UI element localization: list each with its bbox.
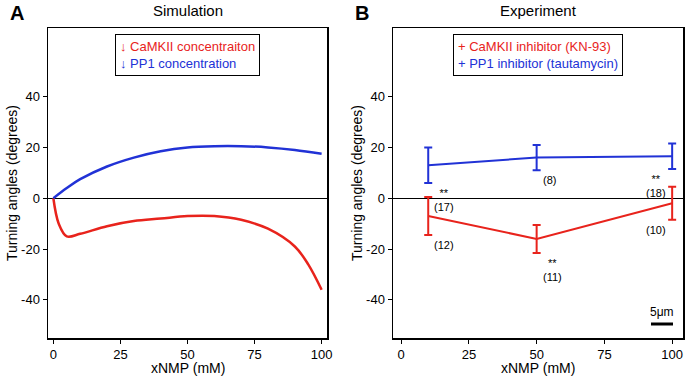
svg-text:B: B [355, 2, 369, 24]
svg-text:xNMP (mM): xNMP (mM) [501, 360, 575, 376]
svg-text:-20: -20 [366, 242, 385, 257]
svg-text:5μm: 5μm [650, 305, 674, 319]
svg-text:Turning angles (degrees): Turning angles (degrees) [349, 105, 365, 261]
svg-text:0: 0 [378, 191, 385, 206]
svg-text:(8): (8) [543, 174, 556, 186]
svg-text:75: 75 [597, 347, 611, 362]
svg-text:0: 0 [398, 347, 405, 362]
svg-text:(10): (10) [646, 224, 666, 236]
svg-text:20: 20 [370, 140, 384, 155]
svg-text:40: 40 [25, 89, 39, 104]
svg-text:75: 75 [247, 347, 261, 362]
svg-text:Experiment: Experiment [500, 2, 577, 19]
svg-text:xNMP (mM): xNMP (mM) [151, 360, 225, 376]
svg-text:-40: -40 [21, 292, 40, 307]
svg-text:-20: -20 [21, 242, 40, 257]
svg-text:(12): (12) [434, 239, 454, 251]
svg-text:100: 100 [661, 347, 683, 362]
svg-text:0: 0 [33, 191, 40, 206]
svg-text:40: 40 [370, 89, 384, 104]
svg-text:25: 25 [113, 347, 127, 362]
svg-text:↓ CaMKII concentraiton↓ PP1 co: ↓ CaMKII concentraiton↓ PP1 concentratio… [120, 39, 255, 71]
svg-text:20: 20 [25, 140, 39, 155]
svg-text:25: 25 [462, 347, 476, 362]
svg-text:+ CaMKII inhibitor (KN-93)+ PP: + CaMKII inhibitor (KN-93)+ PP1 inhibito… [458, 39, 618, 71]
svg-text:0: 0 [50, 347, 57, 362]
svg-text:**(17): **(17) [434, 187, 454, 213]
svg-text:Simulation: Simulation [153, 2, 223, 19]
svg-text:Turning angles (degrees): Turning angles (degrees) [4, 105, 20, 261]
svg-text:-40: -40 [366, 292, 385, 307]
svg-text:A: A [10, 2, 24, 24]
svg-text:100: 100 [311, 347, 333, 362]
svg-text:**(11): **(11) [543, 257, 562, 283]
svg-text:50: 50 [529, 347, 543, 362]
svg-text:50: 50 [180, 347, 194, 362]
svg-text:**(18): **(18) [646, 173, 666, 199]
